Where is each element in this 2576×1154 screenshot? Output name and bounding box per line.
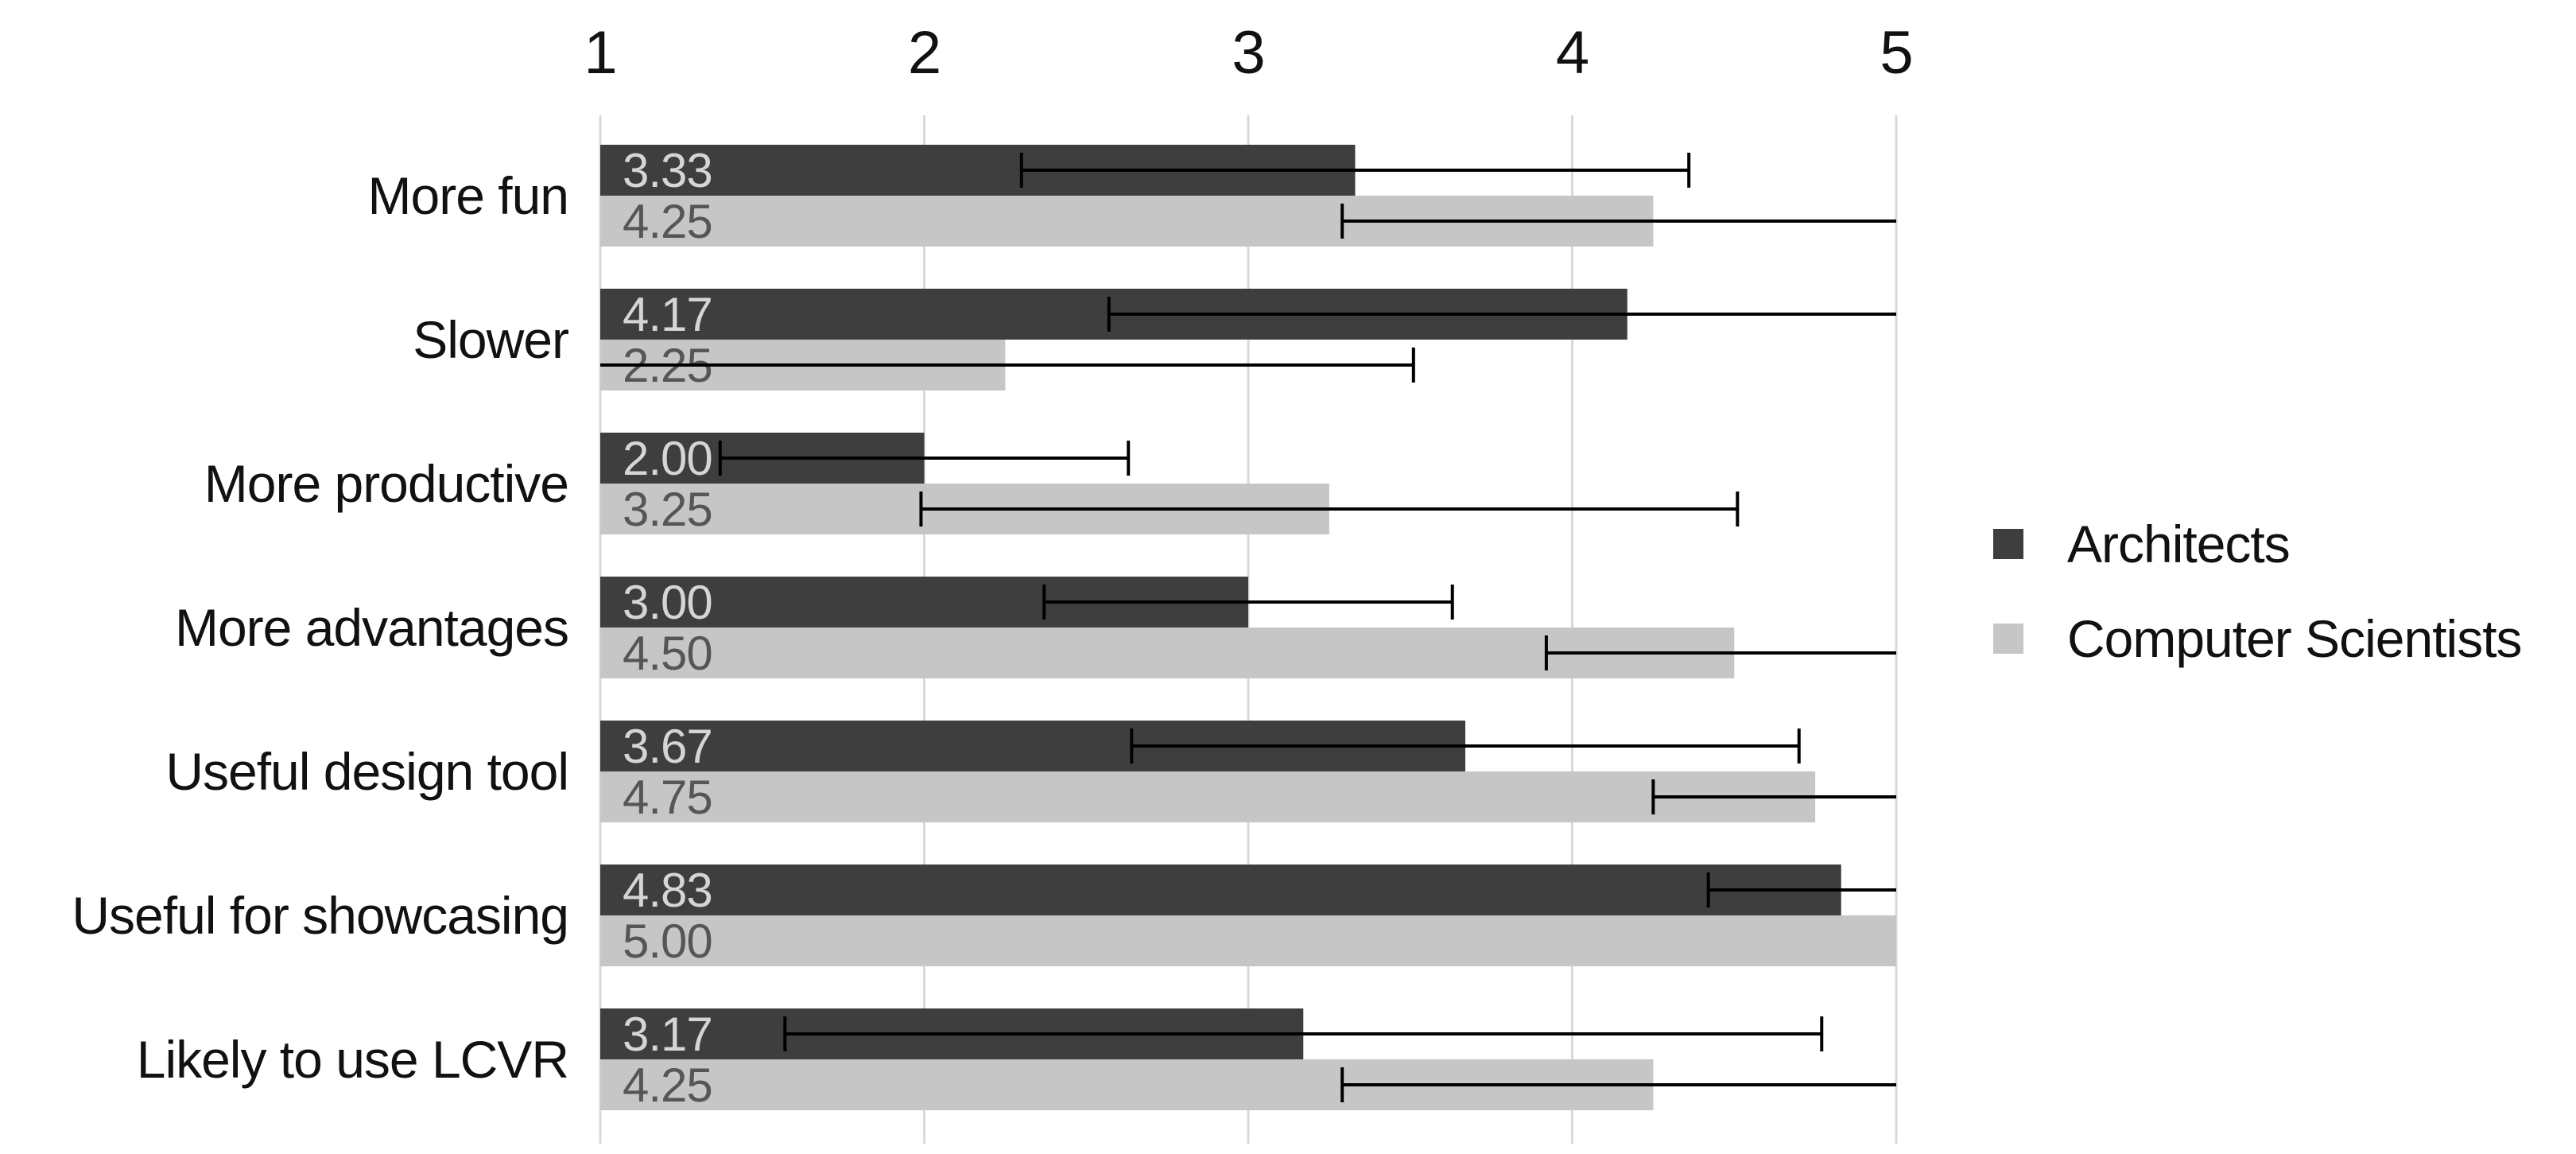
value-label-architects-6: 4.83 — [623, 864, 712, 917]
value-label-computer-scientists-7: 4.25 — [623, 1059, 712, 1112]
category-label-1: More fun — [368, 166, 568, 225]
x-tick-label-2: 2 — [908, 19, 941, 87]
category-label-4: More advantages — [175, 598, 568, 657]
x-tick-label-1: 1 — [584, 19, 616, 87]
category-label-2: Slower — [413, 310, 568, 369]
value-label-architects-4: 3.00 — [623, 576, 712, 629]
category-label-5: Useful design tool — [165, 742, 568, 801]
x-tick-label-5: 5 — [1880, 19, 1912, 87]
value-label-computer-scientists-3: 3.25 — [623, 483, 712, 536]
value-label-computer-scientists-6: 5.00 — [623, 915, 712, 968]
category-label-7: Likely to use LCVR — [137, 1030, 568, 1089]
value-label-architects-1: 3.33 — [623, 144, 712, 197]
bar-computer-scientists-6 — [600, 915, 1896, 966]
value-label-architects-2: 4.17 — [623, 288, 712, 341]
x-tick-label-4: 4 — [1556, 19, 1589, 87]
value-label-computer-scientists-4: 4.50 — [623, 627, 712, 680]
category-label-6: Useful for showcasing — [72, 886, 568, 945]
bar-computer-scientists-5 — [600, 771, 1816, 822]
value-label-computer-scientists-5: 4.75 — [623, 771, 712, 824]
bar-architects-6 — [600, 865, 1841, 915]
category-label-3: More productive — [204, 454, 568, 513]
value-label-architects-5: 3.67 — [623, 720, 712, 773]
value-label-architects-7: 3.17 — [623, 1008, 712, 1061]
value-label-computer-scientists-1: 4.25 — [623, 195, 712, 248]
x-tick-label-3: 3 — [1232, 19, 1264, 87]
value-label-architects-3: 2.00 — [623, 432, 712, 485]
